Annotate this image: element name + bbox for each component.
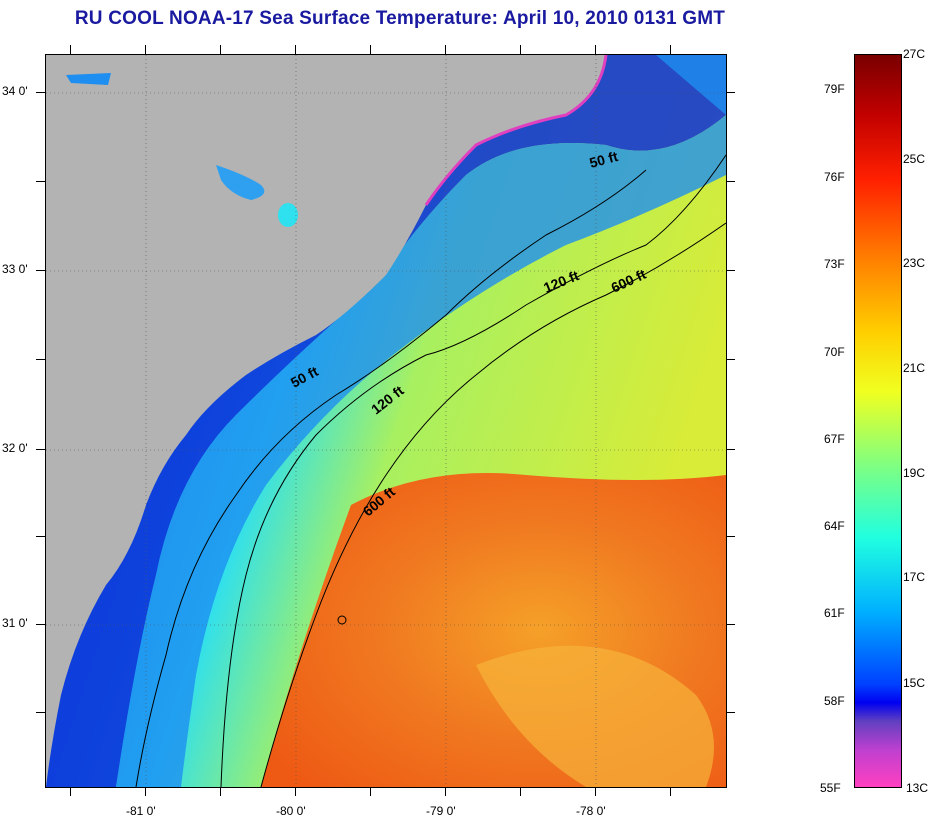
colorbar-c-label: 23C <box>903 256 926 270</box>
axis-tick <box>36 624 45 625</box>
axis-tick <box>726 181 735 182</box>
axis-tick <box>295 787 296 796</box>
axis-tick <box>520 787 521 796</box>
colorbar-f-label: 76F <box>824 170 845 184</box>
axis-tick <box>726 624 735 625</box>
colorbar-c-label: 19C <box>903 466 926 480</box>
inland-lake <box>66 73 111 85</box>
colorbar-gradient <box>855 55 901 787</box>
shelf-water <box>116 55 726 787</box>
axis-tick <box>370 787 371 796</box>
axis-tick <box>36 92 45 93</box>
colorbar-f-label: 61F <box>824 606 845 620</box>
lon-label: -79 0' <box>426 804 456 818</box>
axis-tick <box>726 712 735 713</box>
axis-tick <box>726 92 735 93</box>
isobath-120ft <box>220 154 726 787</box>
colorbar-c-label: 25C <box>903 152 926 166</box>
axis-tick <box>36 270 45 271</box>
axis-tick <box>670 787 671 796</box>
axis-tick <box>726 359 735 360</box>
temperature-colorbar <box>854 54 902 788</box>
axis-tick <box>36 712 45 713</box>
axis-tick <box>726 449 735 450</box>
axis-tick <box>145 787 146 796</box>
colorbar-c-label: 13C <box>906 781 929 795</box>
axis-tick <box>726 536 735 537</box>
graticule <box>46 55 726 787</box>
axis-tick <box>220 45 221 54</box>
axis-tick <box>36 449 45 450</box>
axis-tick <box>70 45 71 54</box>
lat-label: 32 0' <box>2 441 28 455</box>
contour-label: 50 ft <box>588 148 620 171</box>
sst-map-graphic: 50 ft 50 ft 120 ft 120 ft 600 ft 600 ft <box>46 55 726 787</box>
colorbar-f-label: 73F <box>824 257 845 271</box>
inland-lake <box>278 203 298 227</box>
axis-tick <box>595 787 596 796</box>
sst-map: 50 ft 50 ft 120 ft 120 ft 600 ft 600 ft <box>45 54 727 788</box>
axis-tick <box>520 45 521 54</box>
isobath-50ft <box>135 169 647 787</box>
axis-tick <box>595 45 596 54</box>
lat-label: 31 0' <box>2 616 28 630</box>
inland-lake <box>216 165 265 200</box>
colorbar-c-label: 17C <box>903 570 926 584</box>
axis-tick <box>445 45 446 54</box>
colorbar-f-label: 64F <box>824 519 845 533</box>
colorbar-f-label: 79F <box>824 82 845 96</box>
gulf-stream-eddy <box>476 645 714 787</box>
lat-label: 33 0' <box>2 262 28 276</box>
colorbar-f-label: 55F <box>820 781 841 795</box>
colorbar-f-label: 67F <box>824 432 845 446</box>
coastline <box>424 55 608 206</box>
colorbar-c-label: 21C <box>903 361 926 375</box>
lat-label: 34 0' <box>2 84 28 98</box>
axis-tick <box>670 45 671 54</box>
axis-tick <box>36 359 45 360</box>
axis-tick <box>726 270 735 271</box>
lon-label: -78 0' <box>576 804 606 818</box>
isobath-600ft <box>260 222 726 787</box>
axis-tick <box>295 45 296 54</box>
axis-tick <box>36 181 45 182</box>
colorbar-c-label: 27C <box>903 47 926 61</box>
axis-tick <box>36 536 45 537</box>
axis-tick <box>70 787 71 796</box>
buoy-marker <box>337 615 347 625</box>
colorbar-f-label: 70F <box>824 345 845 359</box>
lon-label: -80 0' <box>276 804 306 818</box>
map-title: RU COOL NOAA-17 Sea Surface Temperature:… <box>74 8 726 29</box>
lon-label: -81 0' <box>126 804 156 818</box>
axis-tick <box>370 45 371 54</box>
axis-tick <box>145 45 146 54</box>
colorbar-c-label: 15C <box>903 676 926 690</box>
colorbar-f-label: 58F <box>824 694 845 708</box>
axis-tick <box>445 787 446 796</box>
land <box>46 55 606 787</box>
axis-tick <box>220 787 221 796</box>
